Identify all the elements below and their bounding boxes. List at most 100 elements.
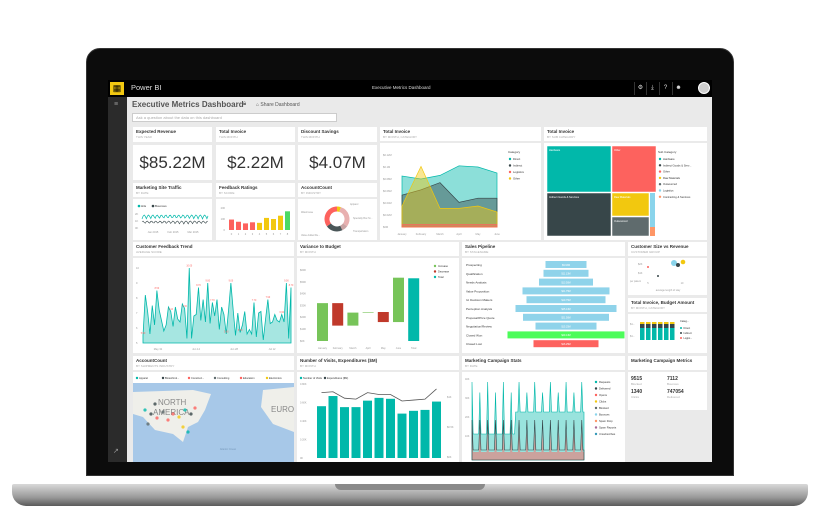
budget-bar — [640, 328, 645, 340]
legend-marker — [239, 376, 243, 380]
tile-subtitle: BY MONTH — [300, 364, 316, 368]
scatter-point — [676, 263, 680, 267]
legend-marker — [658, 176, 662, 180]
legend-label: Number of Visits — [303, 376, 323, 380]
tile-accountcount[interactable]: Apparel Specialty Box St... Transportation… — [298, 199, 377, 240]
download-icon[interactable]: ⤓ — [646, 82, 658, 95]
funnel-value: $29.13M — [561, 334, 570, 337]
legend-marker — [680, 337, 682, 339]
scatter-point — [657, 275, 659, 277]
legend-marker — [265, 376, 269, 380]
hamburger-icon[interactable]: ≡ — [114, 101, 119, 108]
map-bubble — [166, 418, 170, 422]
treemap-tile — [611, 145, 657, 193]
legend-marker — [508, 177, 512, 180]
area-series-logistics — [401, 224, 498, 228]
tile-pipeline[interactable]: Prospecting $9.63M Qualification $11.13M Nee… — [462, 258, 625, 353]
y-tick-label: $0.12M — [383, 153, 392, 157]
tile-header-treemap[interactable]: Total Invoice BY SUB CATEGORY — [544, 127, 707, 141]
tile-header-traffic[interactable]: Marketing Site Traffic BY DATE — [133, 183, 212, 197]
data-label: 5.60 — [224, 332, 229, 334]
funnel-value: $19.75M — [561, 299, 570, 302]
requests-area — [471, 381, 585, 461]
tile-variance[interactable]: $60K $50K $40K $30K $20K $10K $0K January Februa… — [297, 258, 459, 353]
legend-marker — [658, 170, 662, 173]
qa-input[interactable]: Ask a question about the data on this da… — [132, 113, 337, 122]
legend-marker — [187, 376, 191, 380]
tile-header-expected-revenue[interactable]: Expected Revenue THIS YEAR — [133, 127, 212, 142]
tile-header-discount-savings[interactable]: Discount Savings THIS MONTH — [298, 127, 377, 142]
tile-header-custsize[interactable]: Customer Size vs Revenue CUSTOMER GROUP — [628, 242, 707, 256]
lock-icon: 🔒︎ — [243, 101, 247, 107]
map-bubble — [161, 410, 165, 414]
legend-marker — [508, 170, 512, 174]
y-tick-label: 5 — [136, 341, 138, 345]
treemap-tile — [546, 192, 612, 237]
tile-budget[interactable]: $1... $1... Categ... Direct Indirect Logist..… — [628, 314, 707, 353]
tile-campaign[interactable]: 40K 30K 20K 10K Requests Delivered Opens Clicks… — [462, 372, 625, 462]
tile-total-invoice[interactable]: $2.22M — [216, 145, 295, 180]
tile-header-area[interactable]: Total Invoice BY MONTH, CATEGORY — [380, 127, 541, 141]
grid-icon[interactable]: ▦ — [110, 82, 124, 95]
map-land-europe — [261, 387, 294, 432]
waterfall-bar — [393, 277, 404, 323]
tile-discount-savings[interactable]: $4.07M — [298, 145, 377, 180]
tile-header-variance[interactable]: Variance to Budget BY MONTH — [297, 242, 459, 256]
tile-expected-revenue[interactable]: $85.22M — [133, 145, 212, 180]
legend-label: Blocked — [599, 406, 609, 410]
tile-header-pipeline[interactable]: Sales Pipeline BY STAGENAME — [462, 242, 625, 256]
map-bubble — [149, 412, 153, 416]
gear-icon[interactable]: ⚙ — [634, 82, 646, 95]
legend-label: Requests — [599, 380, 611, 384]
tile-subtitle: AVERAGE SCORE — [136, 250, 162, 254]
expand-icon[interactable]: ↗ — [113, 448, 119, 455]
help-icon[interactable]: ? — [659, 82, 671, 95]
tile-trend[interactable]: 10 9 8 7 6 5 5.50 8.50 7.10 7.30 10.00 8.70 9.00 7.70… — [133, 258, 294, 353]
treemap-label: Raw Materials — [614, 195, 631, 199]
tile-header-campaign[interactable]: Marketing Campaign Stats BY DATE — [462, 356, 625, 370]
donut-segment — [326, 223, 343, 232]
smiley-icon[interactable]: ☻ — [672, 82, 684, 95]
visits-bar — [374, 397, 384, 458]
budget-bar — [658, 322, 663, 324]
funnel-bar — [539, 278, 593, 286]
page-title: Executive Metrics Dashboard — [132, 100, 244, 109]
budget-bar — [652, 328, 657, 340]
tile-header-ratings[interactable]: Feedback Ratings BY SCORE — [216, 183, 295, 197]
tile-header-budget[interactable]: Total Invoice, Budget Amount BY MONTH, CA… — [628, 298, 707, 312]
budget-bar — [664, 322, 669, 324]
tile-header-visits[interactable]: Number of Visits, Expenditures ($M) BY MO… — [297, 356, 459, 370]
tile-custsize[interactable]: $2K $1K per patient 5 10 average length of st… — [628, 258, 707, 295]
tile-visits[interactable]: Number of Visits Expenditures ($M) 0.80K 0.… — [297, 372, 459, 462]
legend-label: Logist... — [684, 337, 693, 340]
y-tick-label: $40K — [300, 292, 306, 296]
tile-header-accountcount[interactable]: AccountCount BY INDUSTRY — [298, 183, 377, 197]
y-tick-label: 10 — [136, 266, 139, 270]
metric-blocked: 9515 Blocked — [631, 376, 642, 386]
tile-traffic[interactable]: Hits Bounces 2K 1K 0K Jan 2015 Feb 2015 Mar 201… — [133, 199, 212, 240]
tile-treemap[interactable]: Hardware Other Indirect Goods & Services Ra… — [544, 143, 707, 240]
tile-map[interactable]: Apparel Biotechnol... Construct... Consulti… — [133, 372, 294, 462]
y-tick-label: 200 — [221, 206, 226, 210]
tile-area[interactable]: $0.12M $0.1M $0.08M $0.06M $0.04M $0.02M $0M Ja… — [380, 143, 541, 240]
y-tick-label: 20K — [465, 416, 470, 419]
tile-header-total-invoice[interactable]: Total Invoice THIS MONTH — [216, 127, 295, 142]
tile-subtitle: BY SHIPMENTS INDUSTRY — [136, 364, 175, 368]
donut-segment — [340, 223, 348, 231]
tile-ratings[interactable]: 200 100 0 0 1 2 3 4 5 6 7 8 — [216, 199, 295, 240]
legend-label: Total — [438, 275, 444, 279]
legend-marker — [658, 189, 662, 192]
tile-header-map[interactable]: AccountCount BY SHIPMENTS INDUSTRY — [133, 356, 294, 370]
stage-label: Negotiation/Review — [466, 325, 493, 329]
rating-bar — [243, 223, 248, 230]
user-avatar-icon[interactable] — [698, 82, 710, 94]
tile-header-trend[interactable]: Customer Feedback Trend AVERAGE SCORE — [133, 242, 294, 256]
tile-metrics[interactable]: 9515 Blocked 7112 Bounces 1340 Clicks 74705… — [628, 372, 707, 410]
share-dashboard-button[interactable]: ⌂ Share Dashboard — [256, 102, 300, 108]
legend-marker — [323, 376, 327, 380]
tile-header-metrics[interactable]: Marketing Campaign Metrics — [628, 356, 707, 370]
budget-bar — [652, 322, 657, 324]
map-chart[interactable]: Apparel Biotechnol... Construct... Consulti… — [133, 372, 294, 462]
rating-bar — [271, 219, 276, 230]
donut-label: Apparel — [350, 203, 359, 206]
